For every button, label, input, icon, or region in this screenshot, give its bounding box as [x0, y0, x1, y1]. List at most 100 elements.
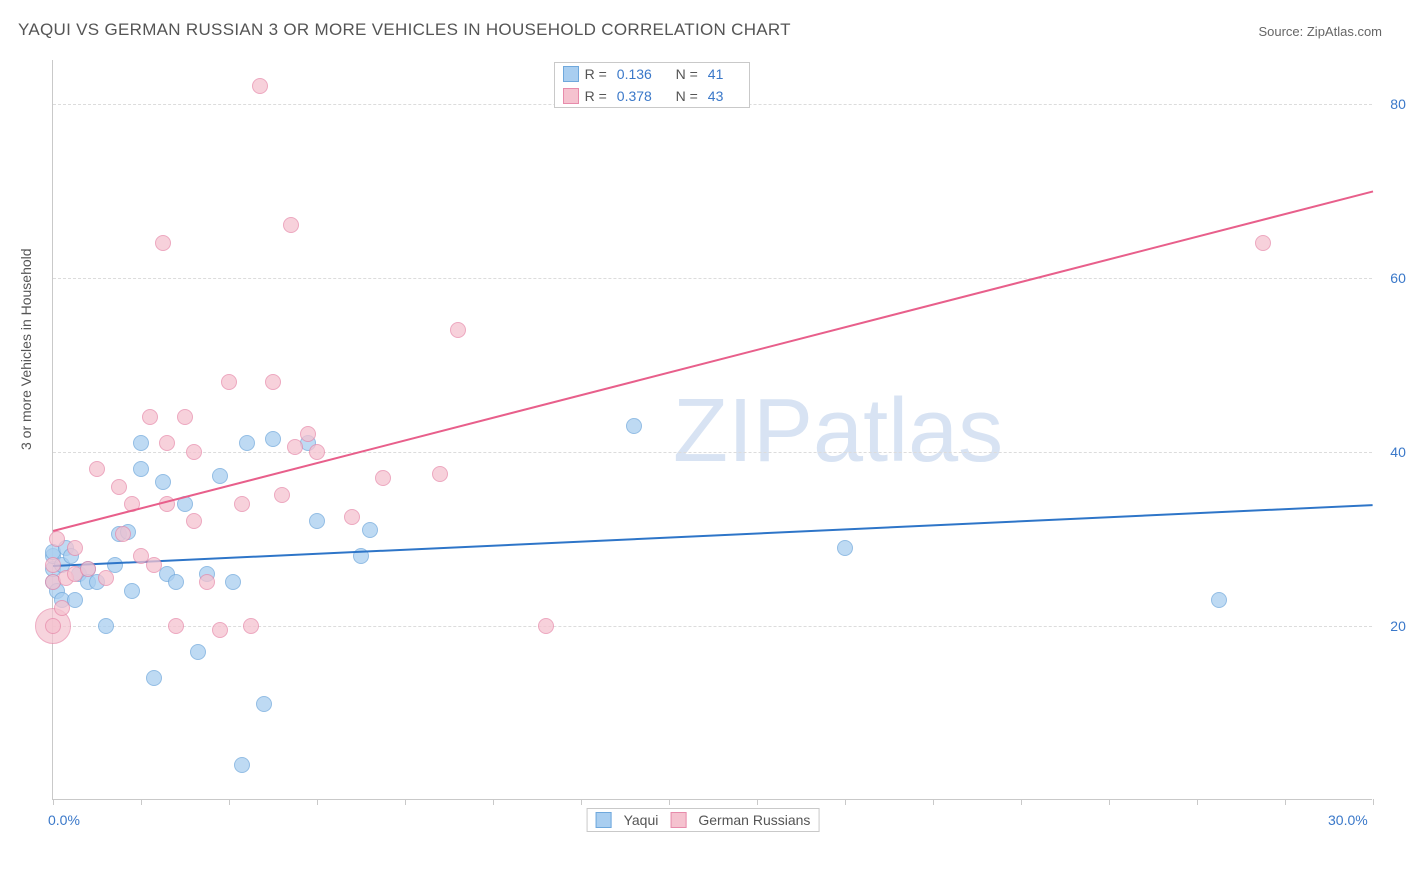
scatter-point — [80, 561, 96, 577]
scatter-point — [265, 374, 281, 390]
x-tick — [405, 799, 406, 805]
scatter-point — [243, 618, 259, 634]
legend-swatch — [563, 88, 579, 104]
legend-stat-value: 0.378 — [617, 88, 652, 104]
legend-swatch — [670, 812, 686, 828]
scatter-point — [225, 574, 241, 590]
scatter-point — [265, 431, 281, 447]
scatter-point — [212, 468, 228, 484]
x-tick — [229, 799, 230, 805]
scatter-point — [199, 574, 215, 590]
chart-title: YAQUI VS GERMAN RUSSIAN 3 OR MORE VEHICL… — [18, 20, 791, 40]
legend-label: Yaqui — [624, 812, 659, 828]
scatter-point — [283, 217, 299, 233]
x-tick — [53, 799, 54, 805]
scatter-point — [45, 557, 61, 573]
x-tick — [581, 799, 582, 805]
legend-bottom: Yaqui German Russians — [587, 808, 820, 832]
scatter-point — [133, 461, 149, 477]
scatter-point — [115, 526, 131, 542]
gridline — [53, 278, 1372, 279]
legend-stats: R = 0.136 N = 41 R = 0.378 N = 43 — [554, 62, 751, 108]
scatter-point — [45, 618, 61, 634]
x-tick — [933, 799, 934, 805]
scatter-point — [133, 435, 149, 451]
x-tick — [317, 799, 318, 805]
scatter-point — [124, 583, 140, 599]
x-tick — [141, 799, 142, 805]
trend-line — [53, 191, 1373, 532]
scatter-point — [49, 531, 65, 547]
legend-swatch — [563, 66, 579, 82]
scatter-point — [256, 696, 272, 712]
scatter-point — [375, 470, 391, 486]
legend-stat-value: 41 — [708, 66, 724, 82]
scatter-point — [234, 757, 250, 773]
scatter-point — [54, 600, 70, 616]
scatter-point — [146, 670, 162, 686]
scatter-point — [538, 618, 554, 634]
scatter-point — [221, 374, 237, 390]
scatter-point — [344, 509, 360, 525]
scatter-point — [111, 479, 127, 495]
x-tick — [1373, 799, 1374, 805]
y-axis-label: 3 or more Vehicles in Household — [18, 248, 34, 450]
scatter-point — [309, 444, 325, 460]
scatter-point — [67, 540, 83, 556]
scatter-point — [168, 618, 184, 634]
scatter-point — [274, 487, 290, 503]
x-tick — [757, 799, 758, 805]
scatter-point — [186, 444, 202, 460]
scatter-point — [287, 439, 303, 455]
x-tick-label: 0.0% — [48, 812, 80, 828]
chart-plot-area: ZIPatlas 20.0%40.0%60.0%80.0% — [52, 60, 1372, 800]
scatter-point — [159, 435, 175, 451]
scatter-point — [300, 426, 316, 442]
x-tick — [1021, 799, 1022, 805]
x-tick — [1109, 799, 1110, 805]
scatter-point — [89, 461, 105, 477]
scatter-point — [142, 409, 158, 425]
gridline — [53, 452, 1372, 453]
x-tick — [669, 799, 670, 805]
scatter-point — [626, 418, 642, 434]
legend-swatch — [596, 812, 612, 828]
scatter-point — [155, 474, 171, 490]
legend-label: German Russians — [698, 812, 810, 828]
scatter-point — [212, 622, 228, 638]
source-label: Source: ZipAtlas.com — [1258, 24, 1382, 39]
scatter-point — [252, 78, 268, 94]
legend-row: R = 0.136 N = 41 — [555, 63, 750, 85]
watermark: ZIPatlas — [673, 380, 1003, 483]
y-tick-label: 60.0% — [1380, 270, 1406, 286]
legend-stat-value: 0.136 — [617, 66, 652, 82]
scatter-point — [234, 496, 250, 512]
legend-stat-key: R = — [585, 66, 607, 82]
x-tick-label: 30.0% — [1328, 812, 1368, 828]
scatter-point — [98, 570, 114, 586]
legend-row: R =0.378 N =43 — [555, 85, 750, 107]
scatter-point — [168, 574, 184, 590]
scatter-point — [190, 644, 206, 660]
y-tick-label: 20.0% — [1380, 618, 1406, 634]
x-tick — [1285, 799, 1286, 805]
scatter-point — [837, 540, 853, 556]
x-tick — [493, 799, 494, 805]
scatter-point — [177, 409, 193, 425]
scatter-point — [1211, 592, 1227, 608]
scatter-point — [155, 235, 171, 251]
legend-stat-key: N = — [676, 66, 698, 82]
y-tick-label: 80.0% — [1380, 96, 1406, 112]
legend-stat-key: N = — [676, 88, 698, 104]
y-tick-label: 40.0% — [1380, 444, 1406, 460]
x-tick — [845, 799, 846, 805]
scatter-point — [432, 466, 448, 482]
legend-stat-value: 43 — [708, 88, 724, 104]
scatter-point — [450, 322, 466, 338]
scatter-point — [1255, 235, 1271, 251]
scatter-point — [239, 435, 255, 451]
x-tick — [1197, 799, 1198, 805]
scatter-point — [309, 513, 325, 529]
scatter-point — [98, 618, 114, 634]
trend-line — [53, 504, 1373, 567]
